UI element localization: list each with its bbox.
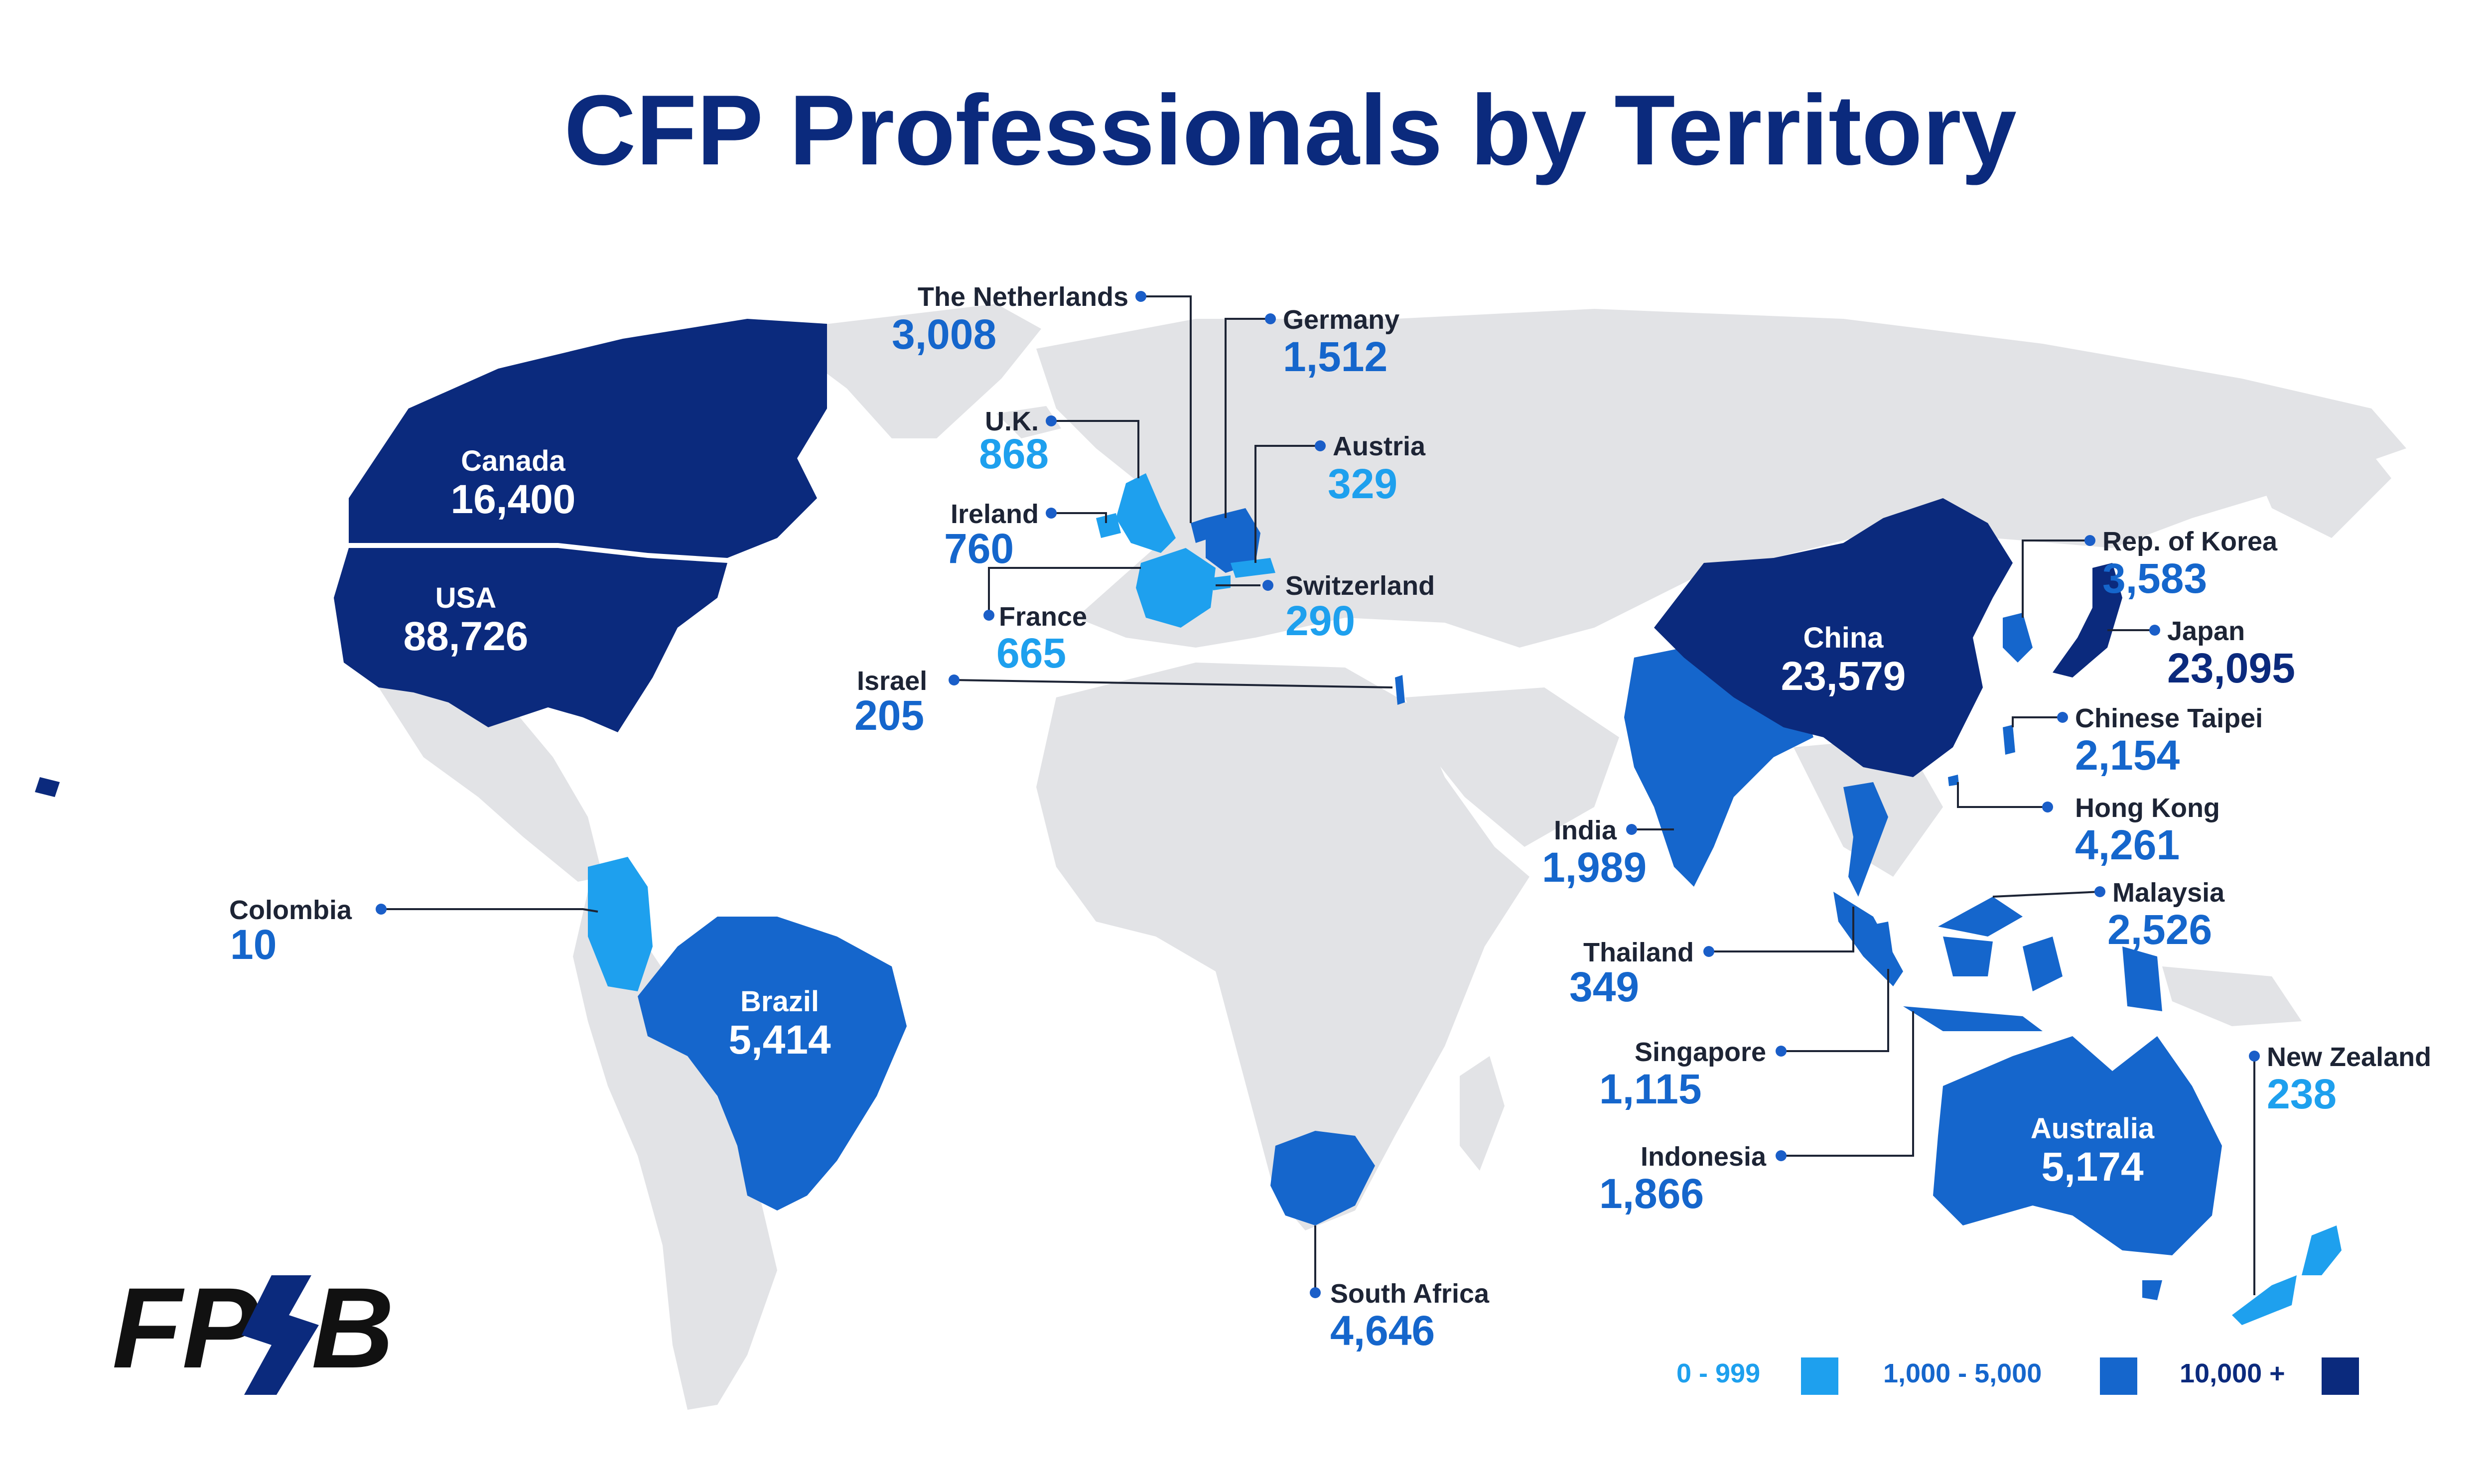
- callout-dots: [376, 291, 2260, 1298]
- china-value: 23,579: [1781, 654, 1906, 699]
- usa-name: USA: [435, 582, 496, 614]
- japan-value: 23,095: [2167, 645, 2295, 691]
- legend: 0 - 999 1,000 - 5,000 10,000 +: [1676, 1357, 2359, 1395]
- germany-value: 1,512: [1283, 333, 1387, 380]
- austria-value: 329: [1328, 460, 1397, 507]
- tasmania-shape: [2142, 1280, 2162, 1300]
- legend-swatch-mid: [2100, 1357, 2137, 1395]
- malaysia-name: Malaysia: [2112, 878, 2225, 908]
- brazil-name: Brazil: [740, 985, 819, 1018]
- legend-label-mid: 1,000 - 5,000: [1883, 1358, 2042, 1388]
- switzerland-shape: [1211, 575, 1231, 590]
- switzerland-name: Switzerland: [1285, 571, 1435, 601]
- taipei-shape: [2003, 725, 2015, 755]
- france-value: 665: [996, 630, 1066, 676]
- hong-kong-shape: [1948, 775, 1959, 786]
- israel-shape: [1395, 675, 1405, 705]
- uk-shape: [1116, 473, 1176, 553]
- singapore-value: 1,115: [1599, 1066, 1702, 1112]
- thailand-value: 349: [1569, 963, 1639, 1010]
- korea-shape: [2003, 613, 2033, 663]
- israel-value: 205: [854, 692, 924, 739]
- new-zealand-name: New Zealand: [2267, 1042, 2431, 1072]
- colombia-shape: [588, 857, 653, 991]
- brazil-value: 5,414: [728, 1017, 831, 1063]
- malaysia-value: 2,526: [2107, 906, 2212, 953]
- japan-shape: [2053, 563, 2122, 677]
- canada-shape: [349, 319, 827, 558]
- india-value: 1,989: [1542, 844, 1647, 891]
- japan-name: Japan: [2167, 616, 2245, 646]
- south-africa-value: 4,646: [1330, 1307, 1435, 1354]
- thailand-shape: [1843, 782, 1888, 897]
- south-africa-shape: [1270, 1131, 1375, 1225]
- korea-value: 3,583: [2102, 555, 2207, 602]
- page-title: CFP Professionals by Territory: [564, 75, 2017, 186]
- austria-shape: [1231, 558, 1275, 578]
- indonesia-name: Indonesia: [1641, 1142, 1767, 1172]
- colombia-name: Colombia: [229, 895, 352, 925]
- logo-text-b: B: [311, 1264, 394, 1392]
- logo-text: FP: [112, 1264, 259, 1392]
- fpsb-logo: FP B: [112, 1264, 394, 1395]
- usa-value: 88,726: [404, 614, 529, 659]
- ireland-shape: [1096, 513, 1121, 538]
- taipei-name: Chinese Taipei: [2075, 703, 2263, 733]
- switzerland-value: 290: [1285, 597, 1355, 644]
- new-zealand-value: 238: [2267, 1071, 2337, 1117]
- israel-name: Israel: [857, 666, 927, 696]
- malaysia-shape: [1863, 897, 2023, 961]
- hong-kong-name: Hong Kong: [2075, 793, 2220, 823]
- australia-name: Australia: [2031, 1112, 2155, 1145]
- base-land: [379, 304, 2406, 1410]
- canada-value: 16,400: [451, 477, 576, 522]
- usa-alaska-shape: [35, 777, 60, 797]
- taipei-value: 2,154: [2075, 732, 2180, 779]
- netherlands-value: 3,008: [892, 311, 996, 358]
- brazil-shape: [638, 917, 907, 1211]
- usa-shape: [334, 548, 727, 732]
- germany-shape: [1206, 508, 1260, 573]
- austria-name: Austria: [1333, 431, 1426, 461]
- legend-label-high: 10,000 +: [2180, 1358, 2285, 1388]
- thailand-name: Thailand: [1583, 938, 1694, 967]
- south-africa-name: South Africa: [1330, 1279, 1490, 1309]
- leader-lines: [381, 295, 2255, 1295]
- colombia-value: 10: [230, 921, 277, 968]
- china-name: China: [1803, 622, 1884, 654]
- france-shape: [1136, 548, 1216, 628]
- canada-name: Canada: [461, 445, 565, 477]
- legend-swatch-high: [2322, 1357, 2359, 1395]
- ireland-name: Ireland: [951, 499, 1039, 529]
- inside-labels: Canada 16,400 USA 88,726 Brazil 5,414 Ch…: [404, 445, 2155, 1190]
- australia-shape: [1933, 1036, 2222, 1255]
- netherlands-name: The Netherlands: [918, 282, 1128, 312]
- china-shape: [1654, 498, 2013, 777]
- singapore-name: Singapore: [1635, 1037, 1766, 1067]
- new-zealand-shape: [2232, 1225, 2342, 1325]
- uk-value: 868: [979, 430, 1049, 477]
- ireland-value: 760: [944, 525, 1014, 572]
- korea-name: Rep. of Korea: [2102, 527, 2278, 556]
- india-name: India: [1554, 815, 1617, 845]
- australia-value: 5,174: [2041, 1144, 2144, 1190]
- france-name: France: [999, 602, 1087, 632]
- germany-name: Germany: [1283, 305, 1399, 335]
- uk-name: U.K.: [985, 406, 1039, 436]
- legend-swatch-low: [1801, 1357, 1838, 1395]
- legend-label-low: 0 - 999: [1676, 1358, 1760, 1388]
- indonesia-value: 1,866: [1599, 1170, 1704, 1217]
- territory-shapes: [35, 319, 2342, 1325]
- logo-s-glyph: [242, 1275, 319, 1395]
- hong-kong-value: 4,261: [2075, 821, 2180, 868]
- callout-labels: The Netherlands 3,008 Germany 1,512 U.K.…: [229, 282, 2431, 1354]
